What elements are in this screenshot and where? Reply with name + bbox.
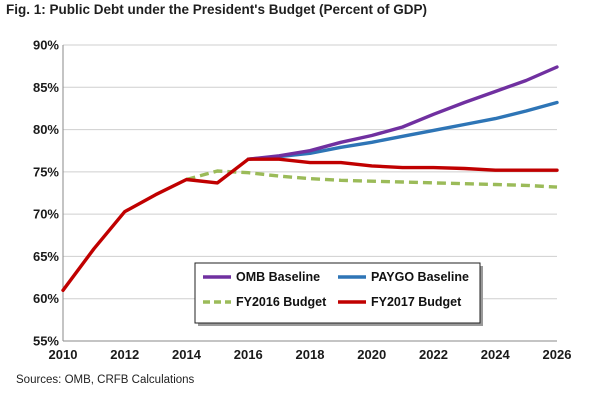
x-tick-labels: 2010 2012 2014 2016 2018 2020 2022 2024 2026 [49, 347, 572, 362]
series-line-fy2016-budget [186, 169, 558, 189]
x-tick-label: 2024 [481, 347, 511, 362]
x-tick-label: 2012 [110, 347, 139, 362]
y-tick-label: 60% [33, 291, 59, 306]
x-tick-label: 2020 [357, 347, 386, 362]
series-lines [61, 65, 559, 292]
x-tick-label: 2014 [172, 347, 202, 362]
x-tick-label: 2018 [296, 347, 325, 362]
y-tick-label: 75% [33, 164, 59, 179]
y-tick-label: 55% [33, 334, 59, 349]
gridlines [63, 44, 557, 300]
y-tick-label: 80% [33, 122, 59, 137]
series-line-paygo-baseline [246, 100, 559, 161]
x-tick-label: 2022 [419, 347, 448, 362]
source-note: Sources: OMB, CRFB Calculations [16, 374, 195, 386]
legend-label-omb-baseline: OMB Baseline [236, 270, 320, 284]
legend-label-paygo-baseline: PAYGO Baseline [371, 270, 469, 284]
x-tick-label: 2016 [234, 347, 263, 362]
x-tick-label: 2010 [49, 347, 78, 362]
legend-label-fy2016-budget: FY2016 Budget [236, 295, 327, 309]
y-tick-labels: 55% 60% 65% 70% 75% 80% 85% 90% [33, 38, 59, 349]
y-tick-label: 85% [33, 80, 59, 95]
y-tick-label: 65% [33, 249, 59, 264]
y-tick-label: 90% [33, 38, 59, 53]
legend-label-fy2017-budget: FY2017 Budget [371, 295, 462, 309]
legend-box [194, 262, 481, 324]
series-line-omb-baseline [246, 65, 559, 161]
legend: OMB Baseline PAYGO Baseline FY2016 Budget F… [194, 262, 483, 326]
series-line-fy2017-budget [61, 157, 559, 292]
y-tick-label: 70% [33, 207, 59, 222]
x-tick-label: 2026 [543, 347, 572, 362]
chart-title: Fig. 1: Public Debt under the President'… [6, 2, 428, 17]
